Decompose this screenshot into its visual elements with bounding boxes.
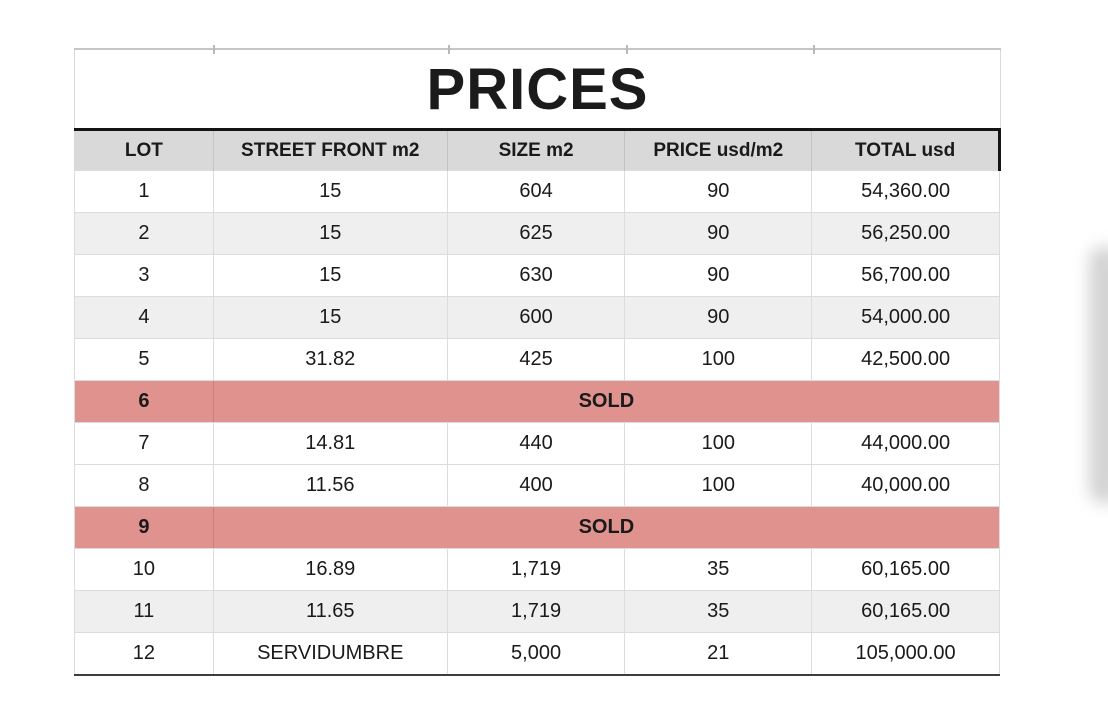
table-row: 8 11.56 400 100 40,000.00 <box>74 464 1000 507</box>
cell-total: 60,165.00 <box>811 548 1000 591</box>
cell-size: 400 <box>446 464 626 507</box>
cell-street-front: 15 <box>212 296 448 339</box>
cell-street-front: 15 <box>212 254 448 297</box>
cell-lot: 7 <box>74 422 214 465</box>
table-row: 5 31.82 425 100 42,500.00 <box>74 338 1000 381</box>
table-row: 10 16.89 1,719 35 60,165.00 <box>74 548 1000 591</box>
cell-total: 42,500.00 <box>811 338 1000 381</box>
cell-price: 100 <box>624 338 813 381</box>
cell-price: 90 <box>624 170 813 213</box>
cell-lot: 11 <box>74 590 214 633</box>
cell-price: 90 <box>624 212 813 255</box>
table-row: 7 14.81 440 100 44,000.00 <box>74 422 1000 465</box>
cell-lot: 3 <box>74 254 214 297</box>
cell-size: 625 <box>446 212 626 255</box>
cell-size: 425 <box>446 338 626 381</box>
grid-tick <box>447 45 450 54</box>
cell-size: 1,719 <box>446 548 626 591</box>
cell-price: 100 <box>624 422 813 465</box>
cell-street-front: 15 <box>212 212 448 255</box>
cell-total: 56,700.00 <box>811 254 1000 297</box>
cell-price: 90 <box>624 254 813 297</box>
cell-size: 5,000 <box>446 632 626 676</box>
cell-lot: 6 <box>74 380 214 423</box>
sold-status-cell: SOLD <box>212 506 1001 549</box>
grid-tick <box>812 45 815 54</box>
cell-lot: 10 <box>74 548 214 591</box>
table-row: 11 11.65 1,719 35 60,165.00 <box>74 590 1000 633</box>
cell-street-front: 14.81 <box>212 422 448 465</box>
cell-lot: 9 <box>74 506 214 549</box>
cell-price: 90 <box>624 296 813 339</box>
cell-lot: 1 <box>74 170 214 213</box>
cell-street-front: 15 <box>212 170 448 213</box>
cell-total: 44,000.00 <box>811 422 1000 465</box>
cell-total: 40,000.00 <box>811 464 1000 507</box>
scrollbar-thumb-shadow[interactable] <box>1089 246 1108 504</box>
header-row: LOT STREET FRONT m2 SIZE m2 PRICE usd/m2… <box>74 128 1001 171</box>
col-header-price: PRICE usd/m2 <box>624 128 813 171</box>
prices-data-table: LOT STREET FRONT m2 SIZE m2 PRICE usd/m2… <box>74 128 1001 676</box>
col-header-size: SIZE m2 <box>446 128 626 171</box>
cell-size: 604 <box>446 170 626 213</box>
table-row: 12 SERVIDUMBRE 5,000 21 105,000.00 <box>74 632 1000 676</box>
grid-tick <box>625 45 628 54</box>
cell-size: 600 <box>446 296 626 339</box>
table-row: 4 15 600 90 54,000.00 <box>74 296 1000 339</box>
table-row: 3 15 630 90 56,700.00 <box>74 254 1000 297</box>
table-title: PRICES <box>426 56 649 122</box>
cell-street-front: 11.65 <box>212 590 448 633</box>
cell-total: 54,360.00 <box>811 170 1000 213</box>
cell-size: 440 <box>446 422 626 465</box>
table-row: 1 15 604 90 54,360.00 <box>74 170 1000 213</box>
sold-row: 6 SOLD <box>74 380 1001 423</box>
cell-price: 35 <box>624 548 813 591</box>
cell-total: 105,000.00 <box>811 632 1000 676</box>
cell-lot: 2 <box>74 212 214 255</box>
sold-status-cell: SOLD <box>212 380 1001 423</box>
cell-total: 60,165.00 <box>811 590 1000 633</box>
cell-lot: 5 <box>74 338 214 381</box>
cell-price: 21 <box>624 632 813 676</box>
grid-tick <box>213 45 216 54</box>
sold-row: 9 SOLD <box>74 506 1001 549</box>
cell-street-front: 11.56 <box>212 464 448 507</box>
col-header-total: TOTAL usd <box>811 128 1001 171</box>
cell-price: 100 <box>624 464 813 507</box>
cell-size: 1,719 <box>446 590 626 633</box>
table-row: 2 15 625 90 56,250.00 <box>74 212 1000 255</box>
cell-size: 630 <box>446 254 626 297</box>
cell-total: 56,250.00 <box>811 212 1000 255</box>
cell-street-front: SERVIDUMBRE <box>212 632 448 676</box>
cell-total: 54,000.00 <box>811 296 1000 339</box>
cell-lot: 8 <box>74 464 214 507</box>
cell-price: 35 <box>624 590 813 633</box>
prices-table: PRICES LOT STREET FRONT m2 SIZE m2 PRICE… <box>74 45 1001 676</box>
cell-lot: 4 <box>74 296 214 339</box>
table-title-block: PRICES <box>74 50 1001 128</box>
col-header-lot: LOT <box>74 128 214 171</box>
cell-lot: 12 <box>74 632 214 676</box>
cell-street-front: 16.89 <box>212 548 448 591</box>
col-header-street-front: STREET FRONT m2 <box>212 128 448 171</box>
cell-street-front: 31.82 <box>212 338 448 381</box>
